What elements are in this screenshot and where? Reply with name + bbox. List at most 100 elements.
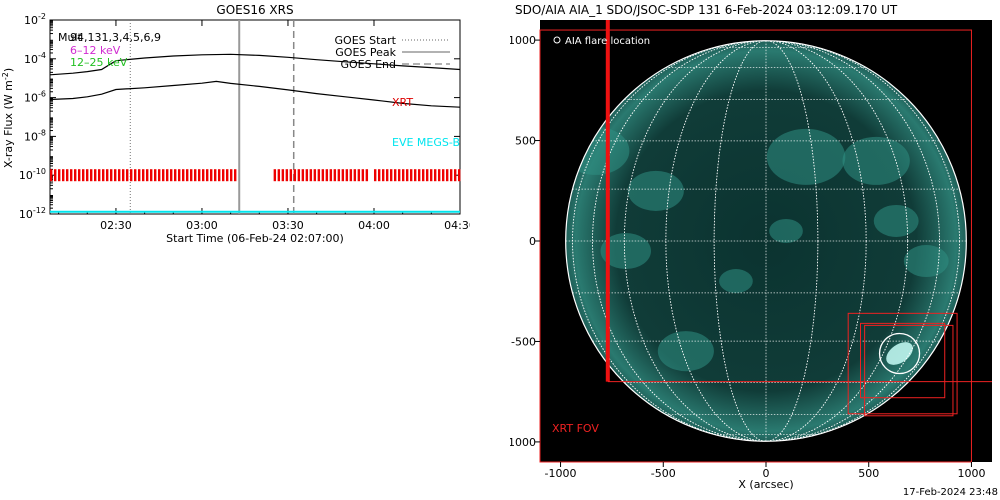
xrt-observation-mark [146,169,149,182]
xrt-pointing-box [864,324,954,417]
xrt-observation-mark [389,169,393,182]
xrt-observation-mark [234,169,237,182]
lc-ylabel: X-ray Flux (W m-2) [1,68,15,168]
xrt-observation-mark [178,169,181,182]
xrt-observation-mark [74,169,77,182]
xrt-observation-mark [138,169,141,182]
xrt-observation-mark [142,169,145,182]
longitude-line [572,40,960,442]
xrt-observation-mark [301,169,305,182]
xrt-observation-mark [441,169,445,182]
xrt-observation-mark [329,169,333,182]
aia-x-tick-label: 0 [763,467,770,480]
aia-x-tick-label: 1000 [957,467,985,480]
xrt-observation-mark [285,169,289,182]
xrt-observation-mark [425,169,429,182]
xrt-observation-mark [457,169,461,182]
lc-title: GOES16 XRS [216,3,293,17]
xrt-observation-mark [373,169,377,182]
legend-label: GOES Peak [335,46,396,59]
lc-x-tick-label: 04:30 [444,219,470,232]
aia-image-panel: SDO/AIA AIA_1 SDO/JSOC-SDP 131 6-Feb-202… [510,3,992,491]
xrt-observation-mark [317,169,321,182]
xrt-observation-mark [421,169,425,182]
xrt-observation-mark [297,169,301,182]
solar-limb [565,40,967,442]
aia-x-tick-label: 500 [858,467,879,480]
xrt-observation-mark [102,169,105,182]
xrt-observation-mark [78,169,81,182]
xrt-observation-mark [305,169,309,182]
xrt-pointing-box [860,322,946,399]
xrt-observation-mark [445,169,449,182]
xrt-observation-mark [54,169,57,182]
longitude-line [592,40,940,442]
xrt-observation-mark [206,169,209,182]
lc-xlabel: Start Time (06-Feb-24 02:07:00) [166,232,344,245]
xrt-observation-mark [126,169,129,182]
xrt-observation-mark [166,169,169,182]
xrt-observation-mark [397,169,401,182]
xrt-observation-mark [393,169,397,182]
lc-plot-frame [49,19,461,215]
legend-label: GOES End [340,58,396,71]
xrt-observation-mark [66,169,69,182]
active-region [769,218,803,244]
lc-y-tick-label: 10-8 [24,128,46,143]
active-region [766,128,846,185]
active-region [873,204,919,237]
xrt-observation-mark [433,169,437,182]
xrt-observation-mark [381,169,385,182]
xrt-observation-mark [90,169,93,182]
xrt-observation-mark [130,169,133,182]
xrt-observation-mark [94,169,97,182]
xrt-observation-mark [198,169,201,182]
xrt-observation-mark [118,169,121,182]
lc-series-line [49,53,461,76]
xrt-observation-mark [437,169,441,182]
xrt-observation-mark [162,169,165,182]
xrt-pointing-box [847,312,958,415]
aia-y-tick-label: -500 [511,335,536,348]
xrt-observation-mark [293,169,297,182]
xrt-observation-mark [106,169,109,182]
xrt-observation-mark [289,169,293,182]
xrt-observation-mark [82,169,85,182]
xrt-observation-mark [174,169,177,182]
lc-eve-label: EVE MEGS-B [392,136,460,149]
channel-label: 12–25 keV [70,56,128,69]
xrt-observation-mark [194,169,197,182]
xrt-observation-mark [110,169,113,182]
xrt-observation-mark [86,169,89,182]
lc-xrt-label: XRT [392,96,413,109]
xrt-observation-mark [170,169,173,182]
channel-label: Mult [58,31,83,44]
xrt-observation-mark [150,169,153,182]
xrt-observation-mark [190,169,193,182]
longitude-line [713,40,819,442]
xrt-observation-mark [58,169,61,182]
flare-location-marker [878,332,921,375]
lc-x-tick-label: 03:00 [186,219,218,232]
longitude-line [665,40,867,442]
xrt-observation-mark [361,169,365,182]
xrt-observation-mark [158,169,161,182]
xrt-observation-mark [429,169,433,182]
xrt-observation-mark [321,169,325,182]
xrt-observation-mark [70,169,73,182]
xrt-observation-mark [218,169,221,182]
lc-x-tick-label: 02:30 [100,219,132,232]
xrt-observation-mark [341,169,345,182]
aia-x-tick-label: -500 [651,467,676,480]
xrt-observation-mark [333,169,337,182]
xrt-observation-mark [273,169,277,182]
aia-x-tick-label: -1000 [545,467,577,480]
active-region [600,232,652,270]
goes-xrs-lightcurve: GOES16 XRS 02:30 03:00 03:30 04:00 04:30 10-1… [1,3,470,245]
xrt-observation-mark [377,169,381,182]
xrt-fov-label: XRT FOV [552,422,599,435]
lc-y-tick-label: 10-10 [19,167,46,182]
xrt-observation-mark [202,169,205,182]
xrt-observation-mark [357,169,361,182]
xrt-observation-mark [453,169,457,182]
